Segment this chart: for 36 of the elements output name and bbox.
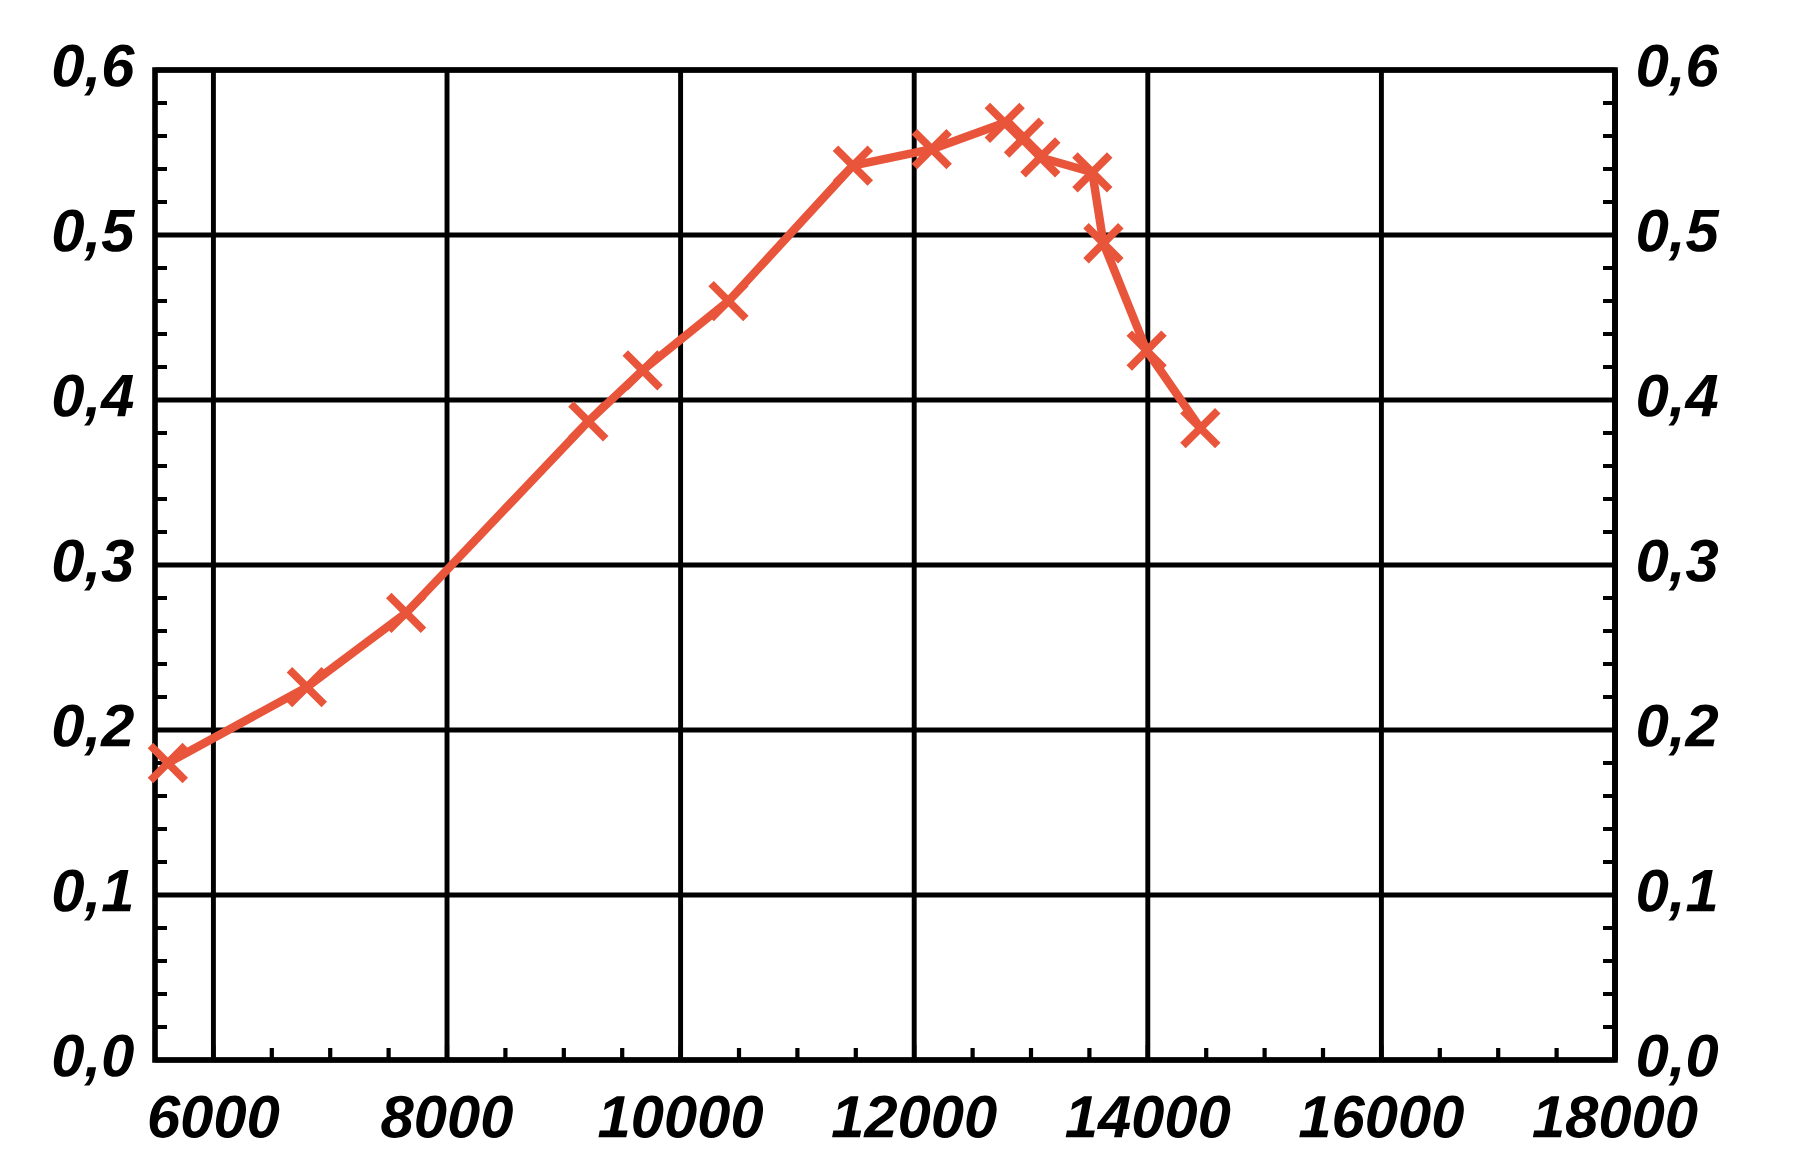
y-tick-label: 0,3 [53, 539, 134, 591]
y-tick-label: 0,0 [53, 1034, 134, 1086]
point [1125, 329, 1168, 372]
y2-tick-label: 0,1 [1638, 869, 1716, 921]
y-tick-label: 0,5 [53, 209, 136, 261]
y-tick-label: 0,6 [53, 44, 135, 96]
point [707, 279, 750, 323]
x-tick-label: 14000 [1065, 1095, 1231, 1138]
y2-tick-label: 0,0 [1638, 1034, 1719, 1086]
y2-tick-label: 0,6 [1638, 44, 1720, 96]
x-tick-label: 8000 [381, 1095, 513, 1138]
y-tick-label: 0,1 [53, 869, 132, 921]
y2-tick-label: 0,3 [1638, 539, 1719, 591]
y2-tick-label: 0,2 [1638, 704, 1719, 756]
point [831, 144, 875, 187]
point [285, 665, 329, 709]
point [621, 349, 664, 392]
x-tick-label: 16000 [1299, 1095, 1464, 1138]
point [910, 127, 953, 171]
point [1082, 221, 1125, 265]
y-tick-label: 0,2 [53, 704, 134, 756]
y-tick-label: 0,4 [53, 374, 134, 426]
point [1002, 116, 1046, 159]
point [1179, 406, 1222, 450]
x-tick-label: 18000 [1532, 1095, 1698, 1138]
point [1071, 151, 1114, 194]
x-tick-label: 6000 [149, 1095, 280, 1138]
point [1019, 136, 1062, 179]
y2-tick-label: 0,4 [1638, 374, 1718, 426]
point [567, 400, 610, 443]
point [983, 101, 1026, 145]
y2-tick-label: 0,5 [1638, 209, 1720, 261]
x-tick-label: 12000 [832, 1095, 997, 1138]
x-tick-label: 10000 [598, 1095, 764, 1138]
point [146, 741, 190, 785]
point [384, 591, 428, 635]
